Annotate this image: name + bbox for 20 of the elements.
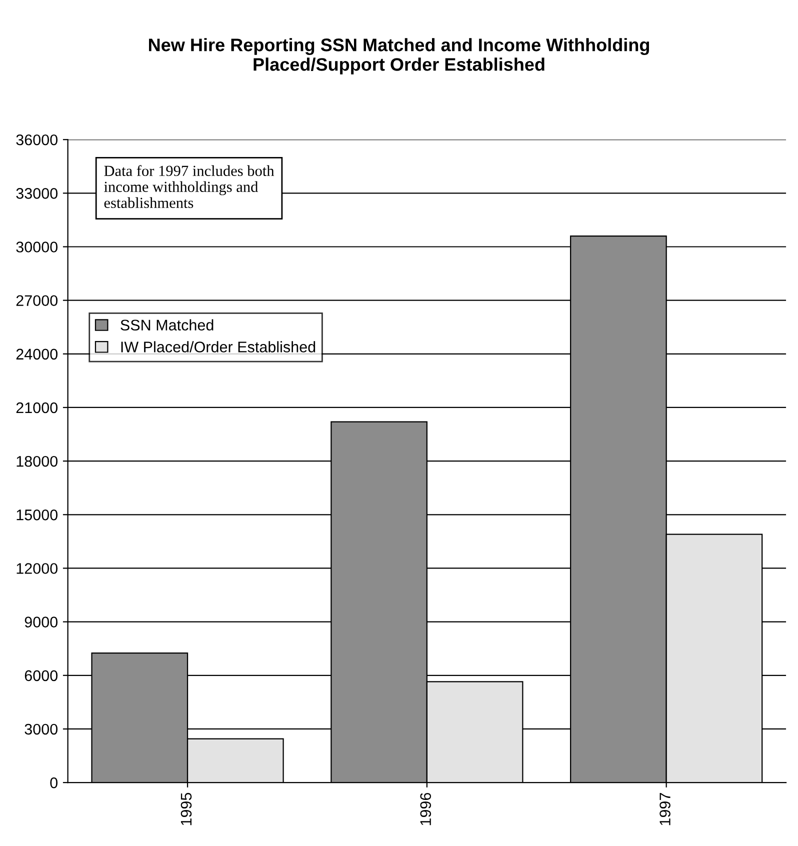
y-tick-label: 18000 — [16, 456, 58, 467]
x-tick-label: 1995 — [180, 792, 192, 826]
legend-label: SSN Matched — [120, 319, 214, 331]
y-tick-label: 27000 — [16, 295, 58, 306]
chart-title: New Hire Reporting SSN Matched and Income Withholding Placed/Support Order Established — [149, 38, 650, 74]
x-tick-label: 1997 — [660, 793, 670, 826]
y-tick-label: 33000 — [16, 188, 58, 199]
x-tick-label: 1996 — [420, 792, 432, 826]
y-tick-label: 21000 — [16, 402, 58, 414]
legend-label: IW Placed/Order Established — [121, 341, 316, 352]
y-tick-label: 3000 — [24, 724, 58, 735]
y-tick-label: 0 — [50, 777, 58, 788]
y-tick-label: 24000 — [16, 348, 58, 360]
y-tick-label: 9000 — [24, 616, 58, 628]
annotation: Data for 1997 includes both income withholdings and establishments — [104, 165, 274, 208]
y-tick-label: 6000 — [24, 670, 58, 682]
y-tick-label: 36000 — [16, 134, 58, 146]
y-tick-label: 12000 — [16, 563, 58, 574]
y-tick-label: 30000 — [16, 242, 58, 252]
y-tick-label: 15000 — [16, 510, 58, 520]
